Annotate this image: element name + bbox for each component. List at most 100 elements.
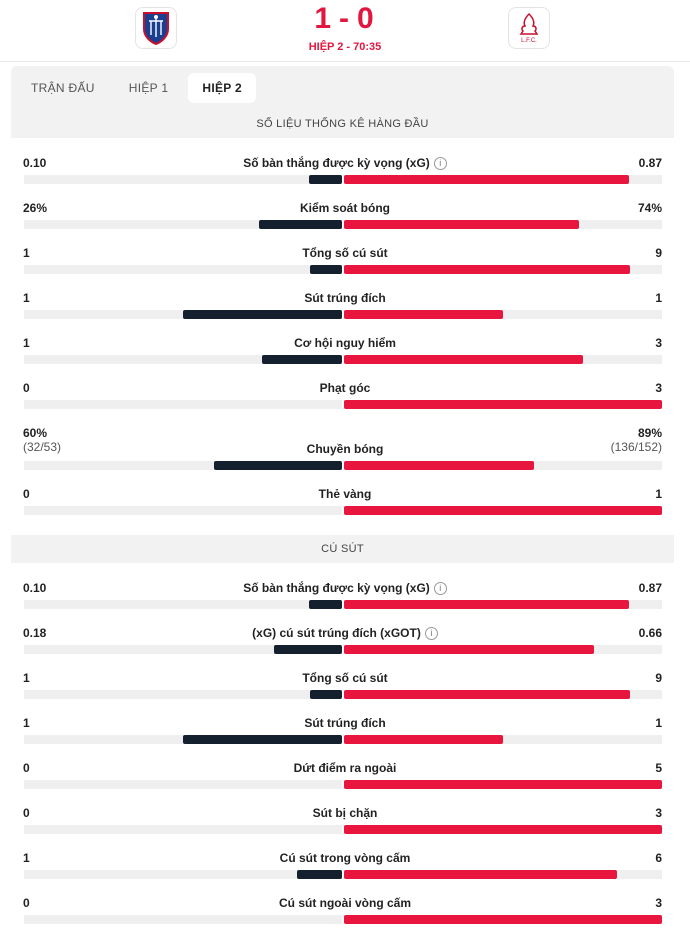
away-bar-fill [344, 265, 630, 274]
away-stat-number: 89% [637, 426, 662, 440]
away-stat-number: 0.87 [638, 581, 662, 595]
home-bar-track [24, 265, 342, 274]
svg-text:L.F.C.: L.F.C. [521, 38, 537, 44]
stat-name: Kiểm soát bóng [0, 201, 690, 215]
away-stat-number: 1 [655, 716, 662, 730]
stat-row: 0.10 0.87 Số bàn thắng được kỳ vọng (xG) i [0, 581, 690, 626]
away-stat-number: 3 [655, 381, 662, 395]
home-stat-number: 0.10 [23, 156, 47, 170]
score-separator: - [339, 2, 351, 35]
stat-label: Cơ hội nguy hiểm [294, 336, 396, 350]
home-bar-fill [183, 310, 342, 319]
away-stat-value: 0.87 [639, 156, 662, 170]
stat-row: 0 3 Cú sút ngoài vòng cấm [0, 896, 690, 941]
stat-row: 1 1 Sút trúng đích [0, 716, 690, 761]
home-score: 1 [314, 2, 333, 35]
away-stat-number: 3 [655, 896, 662, 910]
info-icon[interactable]: i [424, 627, 438, 640]
away-bar-fill [344, 175, 629, 184]
home-stat-number: 0 [23, 381, 30, 395]
away-bar-track [344, 600, 662, 609]
home-stat-value: 1 [23, 336, 30, 350]
away-stat-value: 89% (136/152) [611, 426, 662, 454]
home-stat-number: 1 [23, 851, 30, 865]
away-bar-fill [344, 355, 583, 364]
info-icon[interactable]: i [433, 582, 447, 595]
away-bar-track [344, 690, 662, 699]
home-stat-number: 0 [23, 487, 30, 501]
away-stat-value: 0.87 [639, 581, 662, 595]
home-stat-value: 60% (32/53) [23, 426, 61, 454]
home-stat-number: 1 [23, 671, 30, 685]
home-stat-value: 1 [23, 246, 30, 260]
away-stat-number: 9 [655, 246, 662, 260]
away-bar-fill [344, 690, 630, 699]
home-stat-number: 60% [23, 426, 48, 440]
stat-label: Cú sút trong vòng cấm [279, 851, 411, 865]
home-bar-fill [310, 265, 342, 274]
away-bar-fill [344, 645, 594, 654]
tab-hiệp-2[interactable]: HIỆP 2 [188, 73, 256, 103]
away-score: 0 [357, 2, 376, 35]
stat-row: 0 3 Sút bị chặn [0, 806, 690, 851]
stat-row: 60% (32/53) 89% (136/152) Chuyền bóng [0, 426, 690, 471]
away-bar-track [344, 735, 662, 744]
stat-row: 0 3 Phạt góc [0, 381, 690, 426]
away-stat-value: 3 [655, 381, 662, 395]
away-stat-value: 74% [638, 201, 662, 215]
away-stat-value: 1 [655, 487, 662, 501]
away-stat-number: 3 [655, 806, 662, 820]
stat-name: Phạt góc [0, 381, 690, 395]
stat-row: 0 5 Dứt điểm ra ngoài [0, 761, 690, 806]
home-stat-detail: (32/53) [23, 440, 62, 454]
away-stat-detail: (136/152) [610, 440, 662, 454]
away-bar-fill [344, 310, 503, 319]
away-bar-track [344, 870, 662, 879]
tab-hiệp-1[interactable]: HIỆP 1 [128, 81, 169, 95]
away-stat-value: 1 [655, 716, 662, 730]
away-bar-track [344, 400, 662, 409]
home-stat-number: 26% [23, 201, 48, 215]
stat-label: Tổng số cú sút [302, 246, 388, 260]
home-bar-track [24, 220, 342, 229]
stat-label: Sút trúng đích [304, 291, 386, 305]
away-bar-track [344, 310, 662, 319]
period-tabs: TRẬN ĐẤU HIỆP 1 HIỆP 2 [11, 66, 674, 110]
stat-name: Tổng số cú sút [0, 671, 690, 685]
away-stat-value: 0.66 [639, 626, 662, 640]
home-stat-value: 0.10 [23, 156, 46, 170]
stat-row: 0.10 0.87 Số bàn thắng được kỳ vọng (xG) i [0, 156, 690, 201]
section-title: SỐ LIỆU THỐNG KÊ HÀNG ĐẦU [11, 110, 674, 138]
home-bar-track [24, 825, 342, 834]
home-bar-track [24, 870, 342, 879]
stat-label: Số bàn thắng được kỳ vọng (xG) [243, 156, 430, 170]
away-stat-value: 3 [655, 806, 662, 820]
home-stat-value: 26% [23, 201, 47, 215]
home-stat-value: 0 [23, 487, 30, 501]
stat-label: Cú sút ngoài vòng cấm [278, 896, 411, 910]
home-stat-value: 0 [23, 381, 30, 395]
stat-name: Sút trúng đích [0, 291, 690, 305]
stat-row: 26% 74% Kiểm soát bóng [0, 201, 690, 246]
home-team-logo-icon[interactable] [135, 7, 177, 49]
stat-name: Tổng số cú sút [0, 246, 690, 260]
away-bar-track [344, 265, 662, 274]
stat-row: 0 1 Thẻ vàng [0, 487, 690, 532]
home-bar-fill [297, 870, 342, 879]
away-bar-track [344, 220, 662, 229]
stat-name: Chuyền bóng [0, 442, 690, 456]
away-stat-value: 1 [655, 291, 662, 305]
away-stat-value: 9 [655, 246, 662, 260]
home-stat-number: 0.18 [23, 626, 47, 640]
home-bar-fill [262, 355, 342, 364]
match-period: HIỆP 2 - 70:35 [308, 41, 382, 53]
home-stat-value: 1 [23, 716, 30, 730]
stat-row: 1 1 Sút trúng đích [0, 291, 690, 336]
tab-trận-đấu[interactable]: TRẬN ĐẤU [31, 81, 95, 95]
info-icon[interactable]: i [433, 157, 447, 170]
away-bar-track [344, 175, 662, 184]
home-stat-number: 0 [23, 806, 30, 820]
stat-row: 0.18 0.66 (xG) cú sút trúng đích (xGOT) i [0, 626, 690, 671]
away-stat-number: 0.87 [638, 156, 662, 170]
away-team-logo-icon[interactable]: L.F.C. [508, 7, 550, 49]
